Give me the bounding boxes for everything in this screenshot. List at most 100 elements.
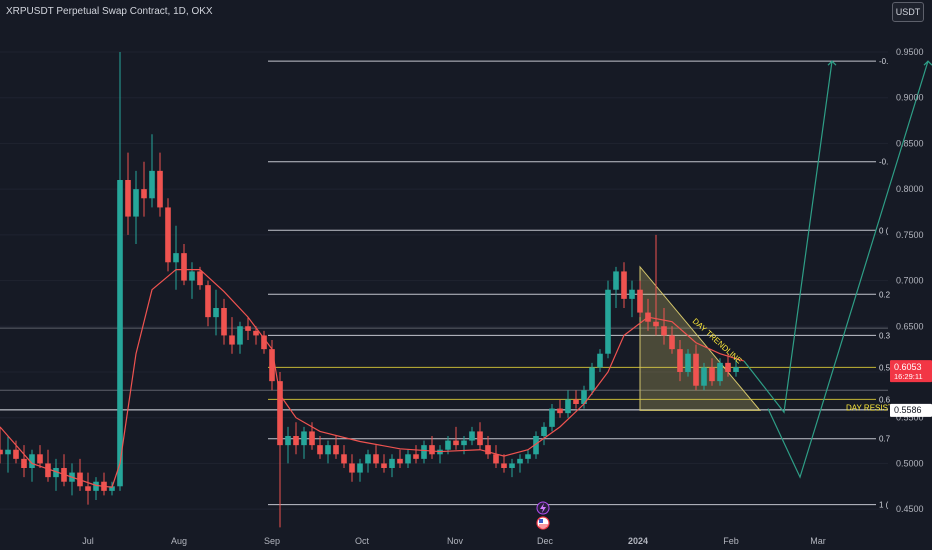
- candle-30: [237, 321, 243, 354]
- candle-78: [621, 262, 627, 308]
- y-tick-10: 0.4500: [896, 504, 924, 514]
- candle-67: [533, 431, 539, 459]
- candle-body-17: [133, 189, 139, 217]
- candle-43: [341, 445, 347, 468]
- candle-body-89: [709, 367, 715, 382]
- candle-body-52: [413, 454, 419, 459]
- candle-1: [5, 436, 11, 473]
- projection-paths[interactable]: [743, 60, 932, 479]
- candle-5: [37, 445, 43, 468]
- candle-85: [677, 340, 683, 382]
- candle-58: [461, 436, 467, 455]
- candle-4: [29, 449, 35, 482]
- x-axis[interactable]: Jul Aug Sep Oct Nov Dec 2024 Feb Mar: [82, 536, 826, 546]
- candle-46: [365, 449, 371, 473]
- candle-body-11: [85, 486, 91, 491]
- descending-triangle[interactable]: [639, 265, 762, 411]
- candle-54: [429, 436, 435, 459]
- candle-body-83: [661, 326, 667, 336]
- candle-28: [221, 298, 227, 345]
- candle-44: [349, 454, 355, 482]
- candle-19: [149, 134, 155, 208]
- chart-title: XRPUSDT Perpetual Swap Contract, 1D, OKX: [6, 6, 213, 17]
- candle-91: [725, 353, 731, 377]
- us-flag-icon: [536, 516, 550, 530]
- candle-body-12: [93, 481, 99, 491]
- candle-body-31: [245, 326, 251, 331]
- currency-button[interactable]: USDT: [892, 2, 924, 22]
- candle-16: [125, 152, 131, 235]
- x-tick-2: Sep: [264, 536, 280, 546]
- candle-76: [605, 280, 611, 359]
- candle-29: [229, 317, 235, 354]
- candle-body-37: [293, 436, 299, 446]
- fib-label-0: -0.: [879, 57, 888, 66]
- candle-84: [669, 326, 675, 354]
- candle-body-1: [5, 449, 11, 455]
- candle-body-7: [53, 468, 59, 478]
- candle-50: [397, 449, 403, 468]
- resistance-price-value: 0.5586: [894, 405, 922, 415]
- candle-88: [701, 362, 707, 391]
- candle-body-90: [717, 362, 723, 382]
- candle-64: [509, 458, 515, 478]
- candle-body-91: [725, 362, 731, 372]
- candle-body-85: [677, 349, 683, 372]
- candle-body-60: [477, 431, 483, 446]
- candle-body-24: [189, 271, 195, 281]
- candle-body-6: [45, 463, 51, 478]
- candle-body-54: [429, 445, 435, 455]
- candle-body-62: [493, 454, 499, 464]
- event-icons[interactable]: [536, 501, 550, 530]
- candle-body-15: [117, 180, 123, 487]
- candlesticks: [0, 52, 739, 528]
- candle-body-78: [621, 271, 627, 299]
- candle-body-50: [397, 458, 403, 464]
- grid-lines: [0, 51, 888, 510]
- candle-body-64: [509, 463, 515, 468]
- candle-22: [173, 225, 179, 290]
- candle-body-5: [37, 454, 43, 464]
- x-tick-0: Jul: [82, 536, 94, 546]
- candle-37: [293, 422, 299, 455]
- candle-66: [525, 449, 531, 464]
- candle-body-86: [685, 353, 691, 372]
- candle-body-51: [405, 454, 411, 464]
- x-tick-1: Aug: [171, 536, 187, 546]
- candle-body-47: [373, 454, 379, 464]
- y-tick-1: 0.9000: [896, 93, 924, 103]
- x-tick-8: Mar: [810, 536, 826, 546]
- candle-body-30: [237, 326, 243, 345]
- candle-49: [389, 454, 395, 478]
- candle-83: [661, 308, 667, 345]
- candle-body-80: [637, 289, 643, 313]
- candle-body-3: [21, 458, 27, 468]
- candle-body-2: [13, 449, 19, 459]
- x-tick-6: 2024: [628, 536, 648, 546]
- x-tick-3: Oct: [355, 536, 370, 546]
- candle-body-14: [109, 486, 115, 491]
- candle-72: [573, 390, 579, 409]
- candle-79: [629, 280, 635, 318]
- candle-61: [485, 436, 491, 459]
- candle-body-36: [285, 436, 291, 446]
- candle-body-70: [557, 408, 563, 414]
- candle-body-18: [141, 189, 147, 199]
- candle-60: [477, 422, 483, 450]
- y-tick-8: 0.5500: [896, 413, 924, 423]
- candle-45: [357, 458, 363, 482]
- x-tick-7: Feb: [723, 536, 739, 546]
- candle-body-4: [29, 454, 35, 468]
- candle-body-74: [589, 367, 595, 391]
- us-flag-icon-canton: [539, 519, 543, 523]
- x-tick-5: Dec: [537, 536, 554, 546]
- candle-body-65: [517, 458, 523, 464]
- lightning-icon-bolt: [540, 503, 546, 513]
- candle-body-75: [597, 353, 603, 368]
- candle-body-72: [573, 399, 579, 404]
- candle-body-21: [165, 207, 171, 263]
- candle-36: [285, 426, 291, 464]
- lightning-icon: [536, 501, 550, 515]
- candle-92: [733, 358, 739, 377]
